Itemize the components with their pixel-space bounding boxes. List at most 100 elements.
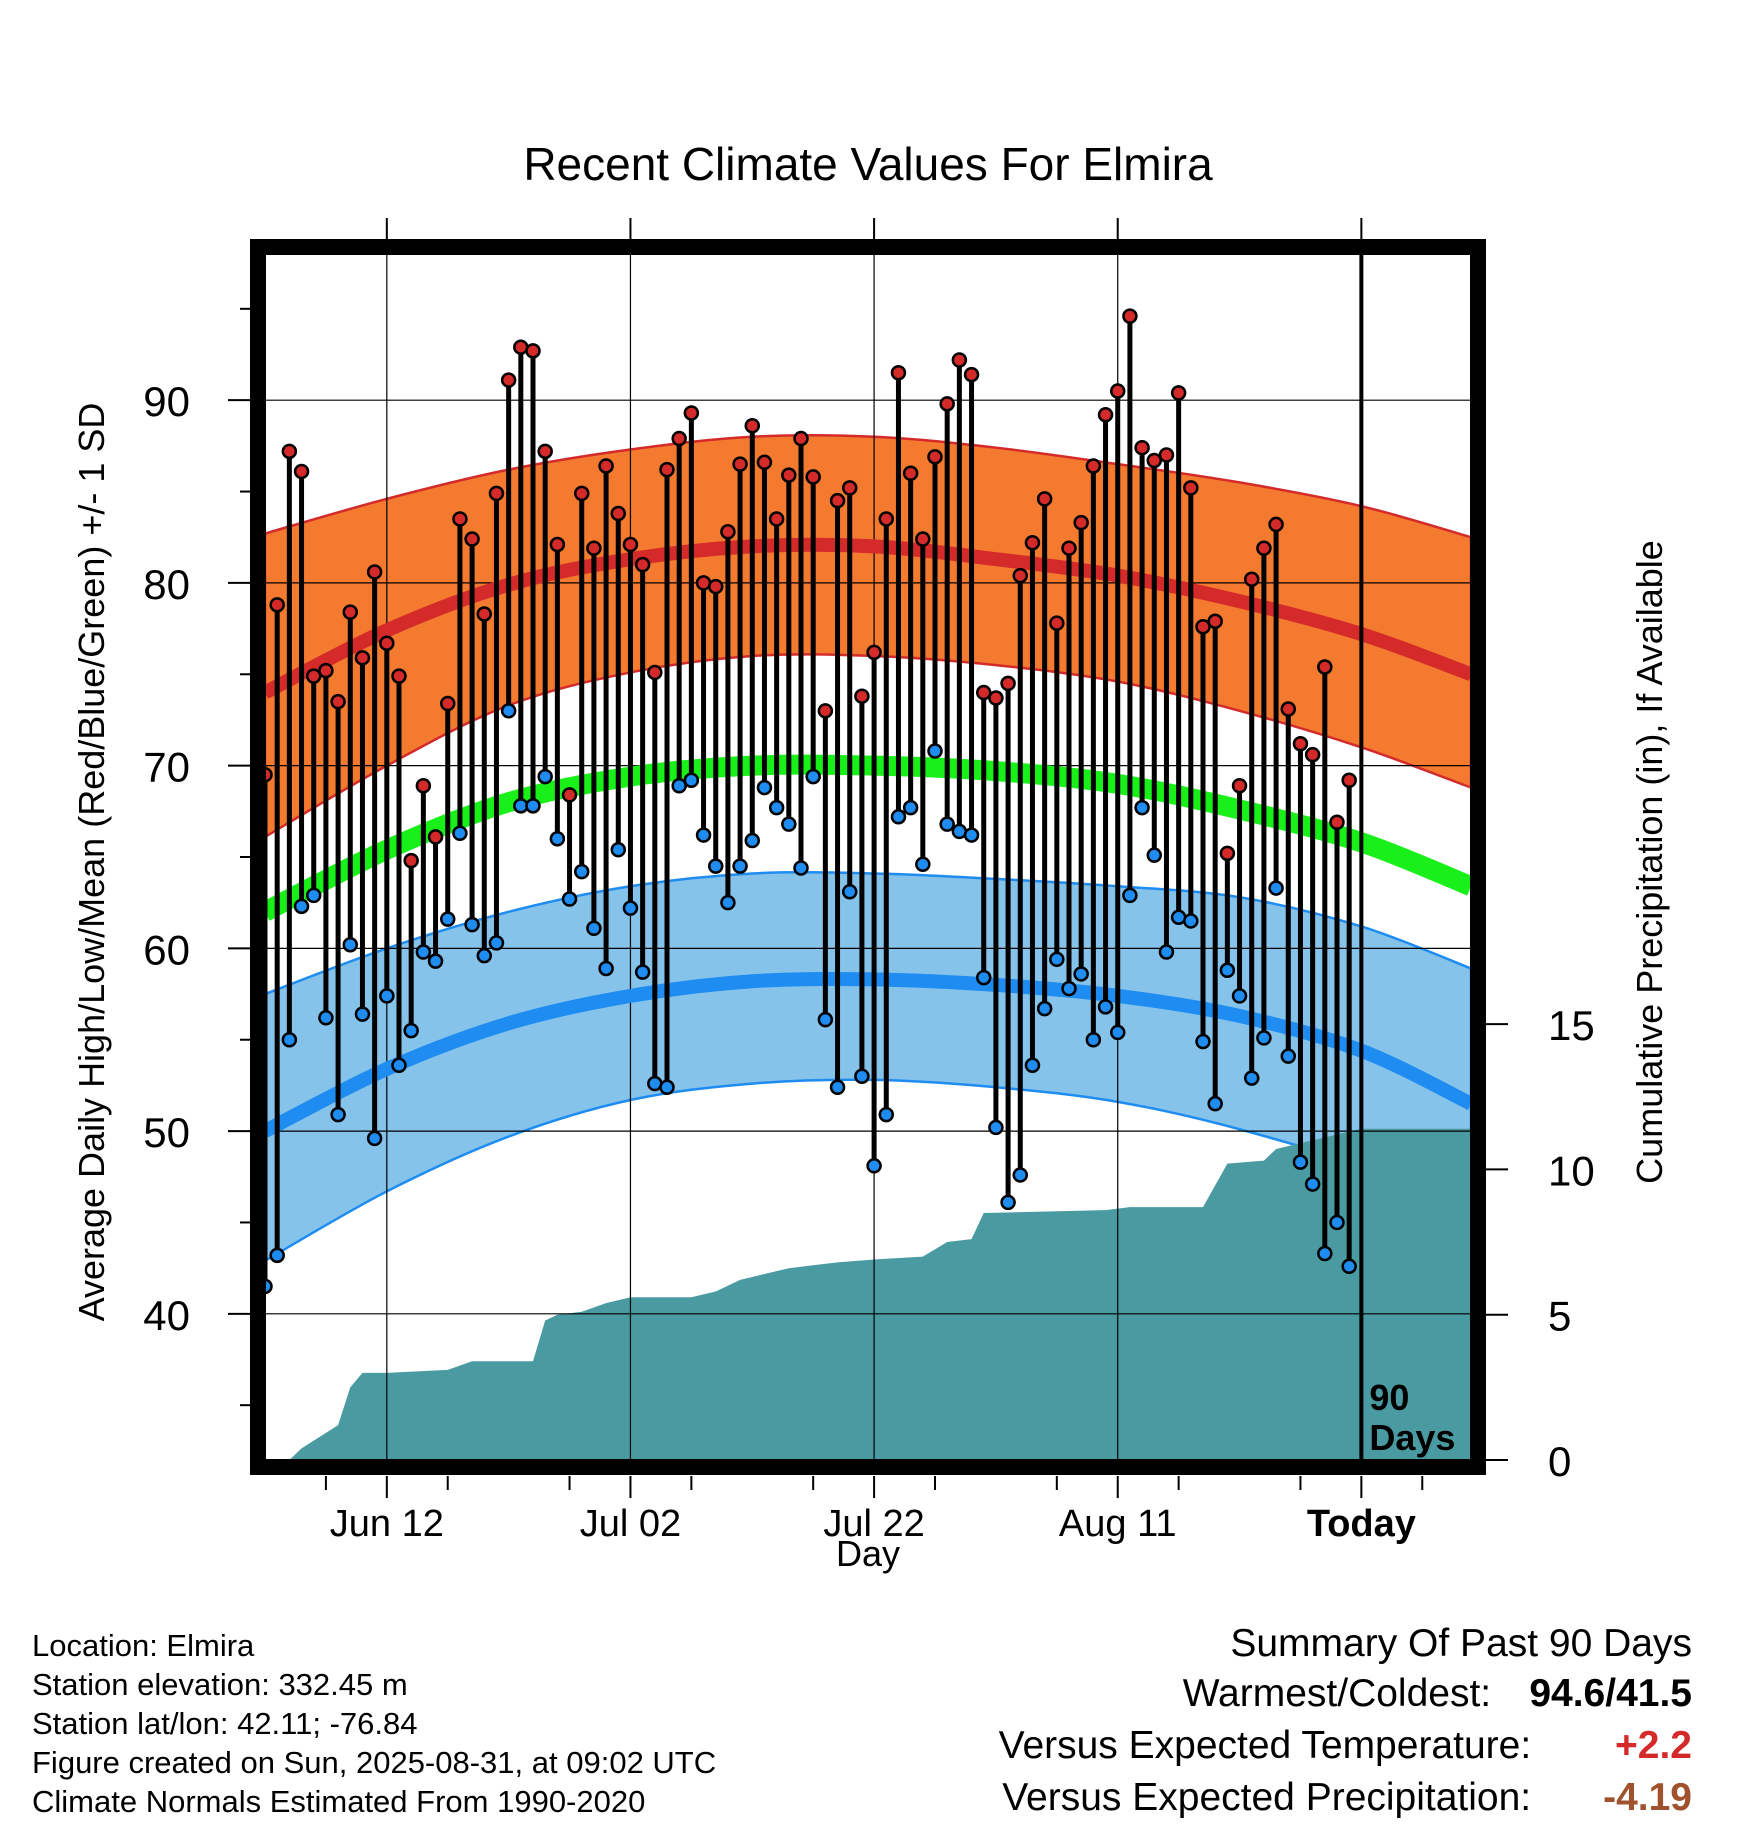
daily-low-point	[671, 777, 687, 794]
daily-low-point	[707, 858, 724, 874]
daily-high-point	[890, 365, 907, 381]
daily-low-point	[1146, 847, 1163, 863]
summary-temperature: Versus Expected Temperature: +2.2	[999, 1724, 1692, 1768]
daily-high-point	[586, 540, 602, 556]
daily-high-point	[732, 456, 748, 472]
daily-high-point	[379, 635, 395, 651]
daily-high-point	[988, 690, 1004, 706]
daily-low-point	[1207, 1095, 1223, 1112]
daily-low-point	[403, 1022, 419, 1039]
summary-warmest-coldest-value: 94.6/41.5	[1529, 1672, 1692, 1715]
daily-high-point	[464, 531, 480, 547]
y2-tick-label: 5	[1548, 1293, 1571, 1340]
daily-high-point	[1122, 308, 1138, 324]
daily-low-point	[1317, 1245, 1333, 1262]
daily-low-point	[744, 832, 761, 849]
daily-high-point	[305, 668, 322, 684]
daily-high-point	[793, 430, 809, 447]
daily-high-point	[927, 449, 943, 465]
daily-low-point	[1122, 887, 1138, 904]
daily-high-point	[805, 469, 821, 485]
y2-axis-label: Cumulative Precipitation (in), If Availa…	[1629, 540, 1670, 1184]
daily-high-point	[622, 536, 639, 553]
daily-low-point	[1012, 1167, 1029, 1183]
daily-high-point	[1304, 746, 1321, 763]
daily-high-point	[902, 465, 919, 482]
footer-location: Location: Elmira	[32, 1628, 255, 1663]
daily-high-point	[573, 485, 590, 502]
daily-high-point	[1256, 540, 1272, 556]
daily-high-point	[1085, 458, 1102, 474]
daily-low-point	[427, 953, 444, 969]
daily-low-point	[269, 1247, 285, 1264]
daily-low-point	[756, 779, 773, 796]
daily-high-point	[342, 604, 359, 620]
daily-low-point	[537, 768, 553, 785]
summary-temperature-value: +2.2	[1615, 1724, 1692, 1767]
daily-high-point	[1329, 814, 1345, 831]
daily-high-point	[1268, 516, 1284, 533]
daily-high-point	[537, 443, 553, 460]
daily-high-point	[354, 650, 371, 666]
daily-high-point	[878, 511, 895, 527]
daily-high-point	[439, 695, 456, 712]
daily-high-point	[720, 523, 736, 540]
footer-created: Figure created on Sun, 2025-08-31, at 09…	[32, 1745, 717, 1780]
daily-high-point	[415, 777, 432, 794]
daily-high-point	[951, 352, 968, 368]
daily-low-point	[525, 798, 541, 814]
daily-low-point	[476, 947, 493, 964]
daily-high-point	[1134, 439, 1150, 456]
daily-low-point	[1304, 1176, 1321, 1192]
daily-low-point	[1195, 1033, 1211, 1050]
daily-low-point	[1097, 999, 1114, 1015]
daily-high-point	[781, 467, 797, 483]
climate-chart: Recent Climate Values For Elmira 90 Days…	[71, 138, 1670, 1574]
daily-high-point	[829, 492, 846, 509]
daily-low-point	[500, 703, 517, 719]
daily-high-point	[866, 644, 882, 661]
daily-low-point	[1049, 951, 1065, 968]
today-marker-label-days: Days	[1369, 1417, 1455, 1458]
daily-high-point	[1097, 407, 1114, 423]
daily-low-point	[634, 964, 651, 980]
chart-title: Recent Climate Values For Elmira	[523, 138, 1213, 190]
daily-high-point	[647, 664, 663, 681]
daily-low-point	[1036, 1000, 1053, 1017]
daily-low-point	[354, 1006, 371, 1022]
daily-high-point	[756, 454, 773, 471]
daily-high-point	[330, 693, 346, 710]
footer-latlon: Station lat/lon: 42.11; -76.84	[32, 1706, 418, 1741]
daily-high-point	[1049, 615, 1065, 631]
daily-high-point	[671, 430, 687, 447]
summary-precipitation: Versus Expected Precipitation: -4.19	[1002, 1776, 1692, 1820]
x-tick-label: Jul 02	[580, 1503, 681, 1545]
daily-high-point	[561, 787, 578, 803]
daily-low-point	[695, 827, 712, 843]
daily-low-point	[452, 825, 468, 841]
daily-low-point	[366, 1130, 383, 1147]
daily-low-point	[1061, 980, 1077, 997]
daily-high-point	[281, 443, 298, 460]
daily-high-point	[1170, 385, 1187, 401]
plot-frame	[250, 239, 1486, 1475]
daily-low-point	[1341, 1258, 1357, 1275]
daily-low-point	[683, 772, 700, 789]
daily-high-point	[1012, 567, 1029, 584]
daily-high-point	[265, 767, 273, 783]
y-tick-label: 80	[143, 561, 190, 608]
daily-high-point	[549, 536, 566, 553]
daily-low-point	[379, 988, 395, 1004]
daily-high-point	[1073, 514, 1089, 531]
daily-high-point	[427, 829, 444, 845]
y-tick-label: 60	[143, 926, 190, 973]
daily-low-point	[988, 1119, 1004, 1136]
daily-high-point	[1146, 452, 1163, 469]
daily-low-point	[488, 935, 505, 951]
daily-high-point	[1207, 613, 1223, 630]
daily-high-point	[1280, 701, 1297, 717]
daily-low-point	[1280, 1048, 1297, 1064]
daily-high-point	[476, 606, 493, 622]
daily-low-point	[342, 936, 359, 953]
daily-low-point	[330, 1106, 346, 1123]
